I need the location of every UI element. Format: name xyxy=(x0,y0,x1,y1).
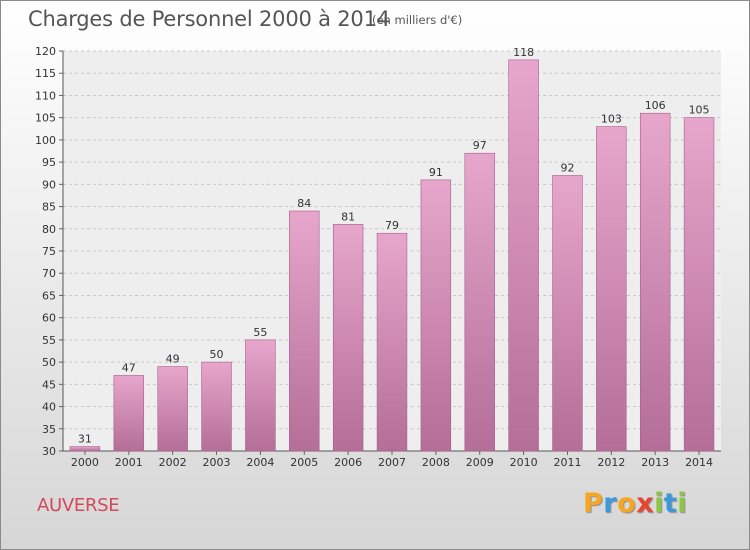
x-tick-label: 2010 xyxy=(510,456,538,469)
commune-name: AUVERSE xyxy=(37,495,120,516)
y-tick-label: 95 xyxy=(42,156,56,169)
x-tick-label: 2014 xyxy=(685,456,713,469)
bar xyxy=(639,112,671,452)
x-tick-label: 2003 xyxy=(203,456,231,469)
data-label: 55 xyxy=(253,326,267,339)
data-label: 91 xyxy=(429,166,443,179)
data-label: 92 xyxy=(560,161,574,174)
bar xyxy=(113,375,145,452)
logo-letter: r xyxy=(603,488,618,519)
x-tick-label: 2009 xyxy=(466,456,494,469)
data-label: 118 xyxy=(513,46,534,59)
data-label: 49 xyxy=(166,353,180,366)
y-tick-label: 30 xyxy=(42,445,56,458)
data-label: 79 xyxy=(385,219,399,232)
y-tick-label: 35 xyxy=(42,423,56,436)
bar xyxy=(552,175,583,452)
y-tick-label: 110 xyxy=(35,89,56,102)
logo-letter: t xyxy=(663,488,678,519)
logo-letter: P xyxy=(583,488,604,519)
y-tick-label: 75 xyxy=(42,245,56,258)
bar xyxy=(157,366,188,452)
data-label: 50 xyxy=(210,348,224,361)
logo-letter: x xyxy=(636,488,655,519)
bar xyxy=(596,126,627,452)
y-tick-label: 45 xyxy=(42,378,56,391)
x-tick-label: 2005 xyxy=(290,456,318,469)
chart-subtitle: (en milliers d'€) xyxy=(372,13,463,27)
chart-title: Charges de Personnel 2000 à 2014 xyxy=(28,7,390,31)
logo-letter: i xyxy=(654,488,664,519)
y-tick-label: 80 xyxy=(42,223,56,236)
data-label: 47 xyxy=(122,361,136,374)
y-tick-label: 115 xyxy=(35,67,56,80)
bar xyxy=(201,361,232,452)
x-tick-label: 2008 xyxy=(422,456,450,469)
bar xyxy=(464,152,495,452)
x-tick-label: 2000 xyxy=(71,456,99,469)
y-tick-label: 100 xyxy=(35,134,56,147)
x-tick-label: 2007 xyxy=(378,456,406,469)
data-label: 106 xyxy=(645,99,666,112)
y-tick-label: 90 xyxy=(42,178,56,191)
x-tick-label: 2002 xyxy=(159,456,187,469)
data-label: 84 xyxy=(297,197,311,210)
proxiti-logo: Proxiti xyxy=(583,488,687,519)
bar xyxy=(69,446,101,452)
y-tick-label: 50 xyxy=(42,356,56,369)
x-tick-label: 2004 xyxy=(246,456,274,469)
x-tick-label: 2001 xyxy=(115,456,143,469)
bar xyxy=(420,179,452,452)
bar xyxy=(289,210,320,452)
data-label: 31 xyxy=(78,433,92,446)
data-label: 81 xyxy=(341,210,355,223)
bar xyxy=(332,224,364,452)
bar xyxy=(683,117,715,452)
y-tick-label: 40 xyxy=(42,401,56,414)
data-label: 103 xyxy=(601,113,622,126)
x-tick-label: 2013 xyxy=(641,456,669,469)
y-tick-label: 55 xyxy=(42,334,56,347)
y-tick-label: 120 xyxy=(35,45,56,58)
bar xyxy=(508,59,539,452)
y-tick-label: 105 xyxy=(35,112,56,125)
y-tick-label: 60 xyxy=(42,312,56,325)
bar xyxy=(376,232,408,452)
bar xyxy=(245,339,276,452)
data-label: 97 xyxy=(473,139,487,152)
x-tick-label: 2011 xyxy=(553,456,581,469)
y-tick-label: 70 xyxy=(42,267,56,280)
y-tick-label: 85 xyxy=(42,201,56,214)
x-tick-label: 2012 xyxy=(597,456,625,469)
logo-letter: i xyxy=(677,488,688,519)
logo-letter: o xyxy=(617,488,637,519)
x-tick-label: 2006 xyxy=(334,456,362,469)
y-tick-label: 65 xyxy=(42,289,56,302)
data-label: 105 xyxy=(689,104,710,117)
